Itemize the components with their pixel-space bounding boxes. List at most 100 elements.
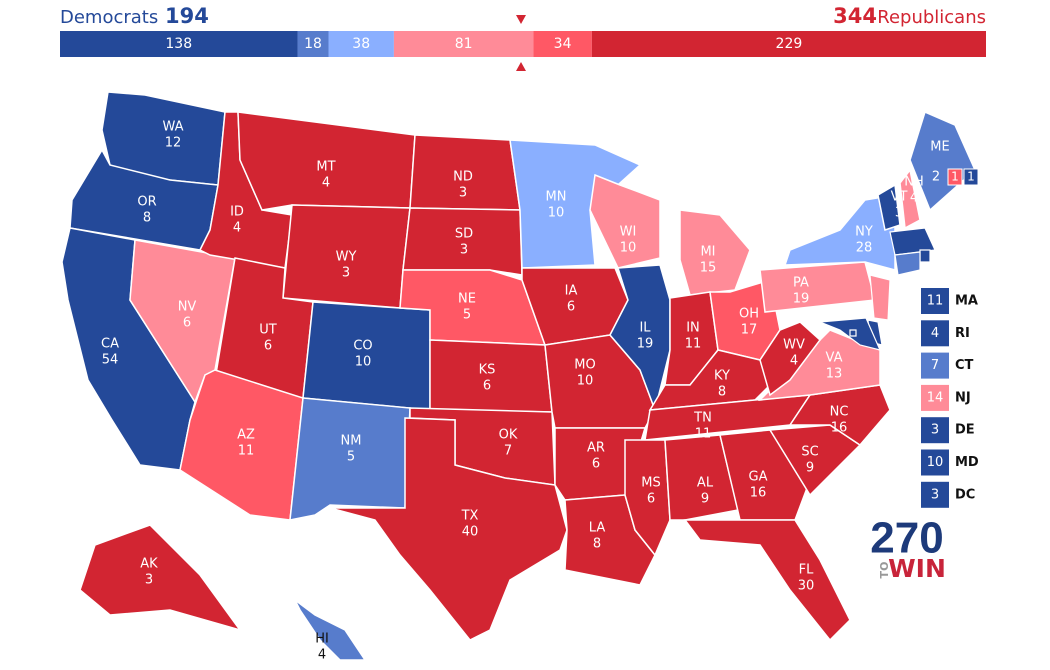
small-state-abbr: RI — [955, 326, 970, 341]
state-abbr: IL — [639, 321, 651, 336]
state-votes: 3 — [342, 266, 350, 281]
state-votes: 11 — [695, 427, 712, 442]
state-votes: 4 — [910, 191, 918, 206]
small-state-box — [921, 320, 949, 347]
small-state-box — [921, 352, 949, 379]
state-votes: 4 — [790, 354, 798, 369]
state-shape — [589, 173, 661, 269]
tally-label: 34 — [554, 36, 572, 52]
small-state-abbr: CT — [955, 358, 974, 373]
state-abbr: WA — [162, 120, 183, 135]
small-state-votes: 3 — [931, 487, 939, 502]
small-state-abbr: MD — [955, 455, 979, 470]
state-abbr: CO — [353, 339, 372, 354]
threshold-arrow — [516, 15, 526, 24]
state-votes: 16 — [831, 421, 848, 436]
state-shape — [783, 194, 896, 271]
tally-label: 18 — [304, 36, 322, 52]
state-shape — [909, 110, 976, 212]
state-votes: 19 — [637, 337, 654, 352]
state-shape — [683, 519, 851, 642]
threshold-arrow — [516, 62, 526, 71]
state-shape — [889, 227, 936, 256]
state-abbr: WI — [620, 225, 637, 240]
state-abbr: NY — [855, 225, 873, 240]
state-abbr: AK — [140, 557, 158, 572]
state-abbr: VA — [826, 351, 843, 366]
state-abbr: IN — [686, 321, 700, 336]
logo: 270 TO WIN — [870, 514, 946, 583]
state-votes: 54 — [102, 353, 119, 368]
state-votes: 2 — [932, 170, 940, 185]
dem-label: Democrats — [60, 7, 158, 28]
state-votes: 17 — [741, 323, 758, 338]
small-state-box — [921, 288, 949, 314]
state-abbr: WY — [336, 250, 357, 265]
state-votes: 6 — [264, 339, 272, 354]
state-abbr: NH — [904, 175, 924, 190]
state-shape — [877, 183, 901, 231]
tally-segment — [591, 31, 986, 57]
logo-number: 270 — [870, 514, 943, 563]
state-votes: 11 — [238, 444, 255, 459]
tally-label: 81 — [455, 36, 473, 52]
state-abbr: VT — [891, 190, 908, 205]
state-votes: 10 — [355, 355, 372, 370]
state-abbr: MT — [316, 160, 335, 175]
state-shape — [894, 251, 921, 276]
district-votes: 1 — [967, 170, 975, 184]
state-votes: 6 — [647, 492, 655, 507]
small-state-votes: 7 — [931, 358, 939, 373]
state-abbr: MS — [641, 476, 660, 491]
district-votes: 1 — [951, 170, 959, 184]
state-abbr: MI — [700, 245, 715, 260]
state-votes: 10 — [577, 374, 594, 389]
state-votes: 19 — [793, 292, 810, 307]
small-state-votes: 14 — [927, 390, 944, 405]
state-abbr: NC — [830, 405, 849, 420]
state-votes: 5 — [463, 308, 471, 323]
state-votes: 11 — [685, 337, 702, 352]
state-votes: 10 — [548, 206, 565, 221]
tally-segment — [328, 31, 394, 57]
tally-segment — [393, 31, 534, 57]
state-votes: 7 — [504, 444, 512, 459]
state-abbr: AR — [587, 441, 605, 456]
state-shape — [849, 329, 857, 337]
state-abbr: CA — [101, 337, 119, 352]
state-abbr: GA — [749, 470, 768, 485]
rep-label: Republicans — [877, 7, 986, 28]
state-abbr: ND — [453, 170, 473, 185]
logo-to: TO — [878, 562, 891, 579]
state-abbr: ME — [930, 140, 949, 155]
state-abbr: PA — [793, 276, 809, 291]
state-votes: 4 — [322, 176, 330, 191]
state-abbr: MN — [546, 190, 567, 205]
state-votes: 12 — [165, 136, 182, 151]
state-abbr: KY — [714, 369, 730, 384]
state-abbr: KS — [479, 363, 496, 378]
state-shape — [294, 599, 367, 661]
state-shape — [664, 434, 739, 521]
small-state-votes: 3 — [931, 423, 939, 438]
state-abbr: FL — [799, 563, 814, 578]
state-votes: 6 — [483, 379, 491, 394]
small-state-box — [921, 449, 949, 476]
state-votes: 9 — [806, 461, 814, 476]
state-votes: 15 — [700, 261, 717, 276]
state-shape — [899, 168, 921, 230]
state-shape — [509, 139, 642, 269]
small-state-votes: 10 — [927, 455, 944, 470]
state-votes: 4 — [233, 221, 241, 236]
state-votes: 3 — [145, 573, 153, 588]
state-abbr: TN — [693, 411, 712, 426]
tally-segment — [60, 31, 298, 57]
small-state-votes: 11 — [927, 294, 944, 309]
state-abbr: AZ — [237, 428, 255, 443]
state-shape — [869, 274, 891, 321]
small-state-box — [921, 384, 949, 411]
state-abbr: IA — [565, 284, 578, 299]
small-state-abbr: DC — [955, 487, 975, 502]
state-abbr: OK — [499, 428, 518, 443]
